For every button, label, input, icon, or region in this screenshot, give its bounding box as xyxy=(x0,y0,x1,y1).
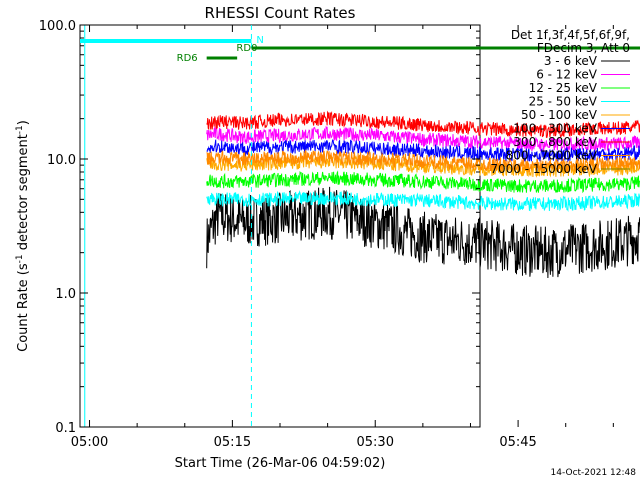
series-line xyxy=(206,170,640,194)
y-axis-label-main: Count Rate (s xyxy=(16,263,31,352)
x-tick-label: 05:00 xyxy=(71,435,108,450)
x-tick-label: 05:30 xyxy=(357,435,394,450)
attenuator-bar-label: N xyxy=(256,35,263,46)
series-line xyxy=(206,125,640,153)
legend-entry-label: 25 - 50 keV xyxy=(529,95,598,109)
series-line xyxy=(206,186,640,279)
rate-decimation-bar-rd0-label: RD0 xyxy=(236,43,257,54)
legend-entry-label: 100 - 300 keV xyxy=(513,122,597,136)
y-tick-label: 1.0 xyxy=(55,287,76,302)
y-axis-label: Count Rate (s-1 detector segment-1) xyxy=(15,120,31,352)
legend-entry-label: 7000 - 15000 keV xyxy=(490,162,597,176)
footer-timestamp: 14-Oct-2021 12:48 xyxy=(551,468,637,478)
chart-title: RHESSI Count Rates xyxy=(205,4,356,22)
y-axis-label-end: ) xyxy=(16,120,31,125)
series-line xyxy=(206,148,640,173)
y-axis-label-mid: detector segment xyxy=(16,134,31,254)
series-group xyxy=(206,110,640,279)
x-tick-label: 05:45 xyxy=(499,435,536,450)
series-line xyxy=(206,190,640,213)
y-axis-label-sup1: -1 xyxy=(15,254,25,263)
tick-group: 05:0005:1505:3005:4506:0006:1506:300.11.… xyxy=(39,19,614,450)
legend-entry-label: 300 - 800 keV xyxy=(513,135,597,149)
legend-entry-label: 6 - 12 keV xyxy=(536,68,598,82)
y-tick-label: 10.0 xyxy=(47,153,76,168)
legend: Det 1f,3f,4f,5f,6f,9f, FDecim 3, Att 0 3… xyxy=(490,28,630,176)
series-line xyxy=(206,138,640,163)
x-axis-label: Start Time (26-Mar-06 04:59:02) xyxy=(175,456,386,471)
legend-entry-label: 3 - 6 keV xyxy=(544,54,598,68)
y-tick-label: 0.1 xyxy=(55,421,76,436)
legend-entry-label: 50 - 100 keV xyxy=(521,108,598,122)
legend-entry-label: 12 - 25 keV xyxy=(529,81,598,95)
y-tick-label: 100.0 xyxy=(39,19,76,34)
legend-header-line-1: Det 1f,3f,4f,5f,6f,9f, xyxy=(511,28,630,42)
rate-decimation-bar-rd6-label: RD6 xyxy=(177,53,198,64)
y-axis-label-sup2: -1 xyxy=(15,125,25,134)
legend-entry-label: 800 - 7000 keV xyxy=(506,149,598,163)
legend-header-line-2: FDecim 3, Att 0 xyxy=(537,41,630,55)
x-tick-label: 05:15 xyxy=(214,435,251,450)
series-line xyxy=(206,110,640,138)
